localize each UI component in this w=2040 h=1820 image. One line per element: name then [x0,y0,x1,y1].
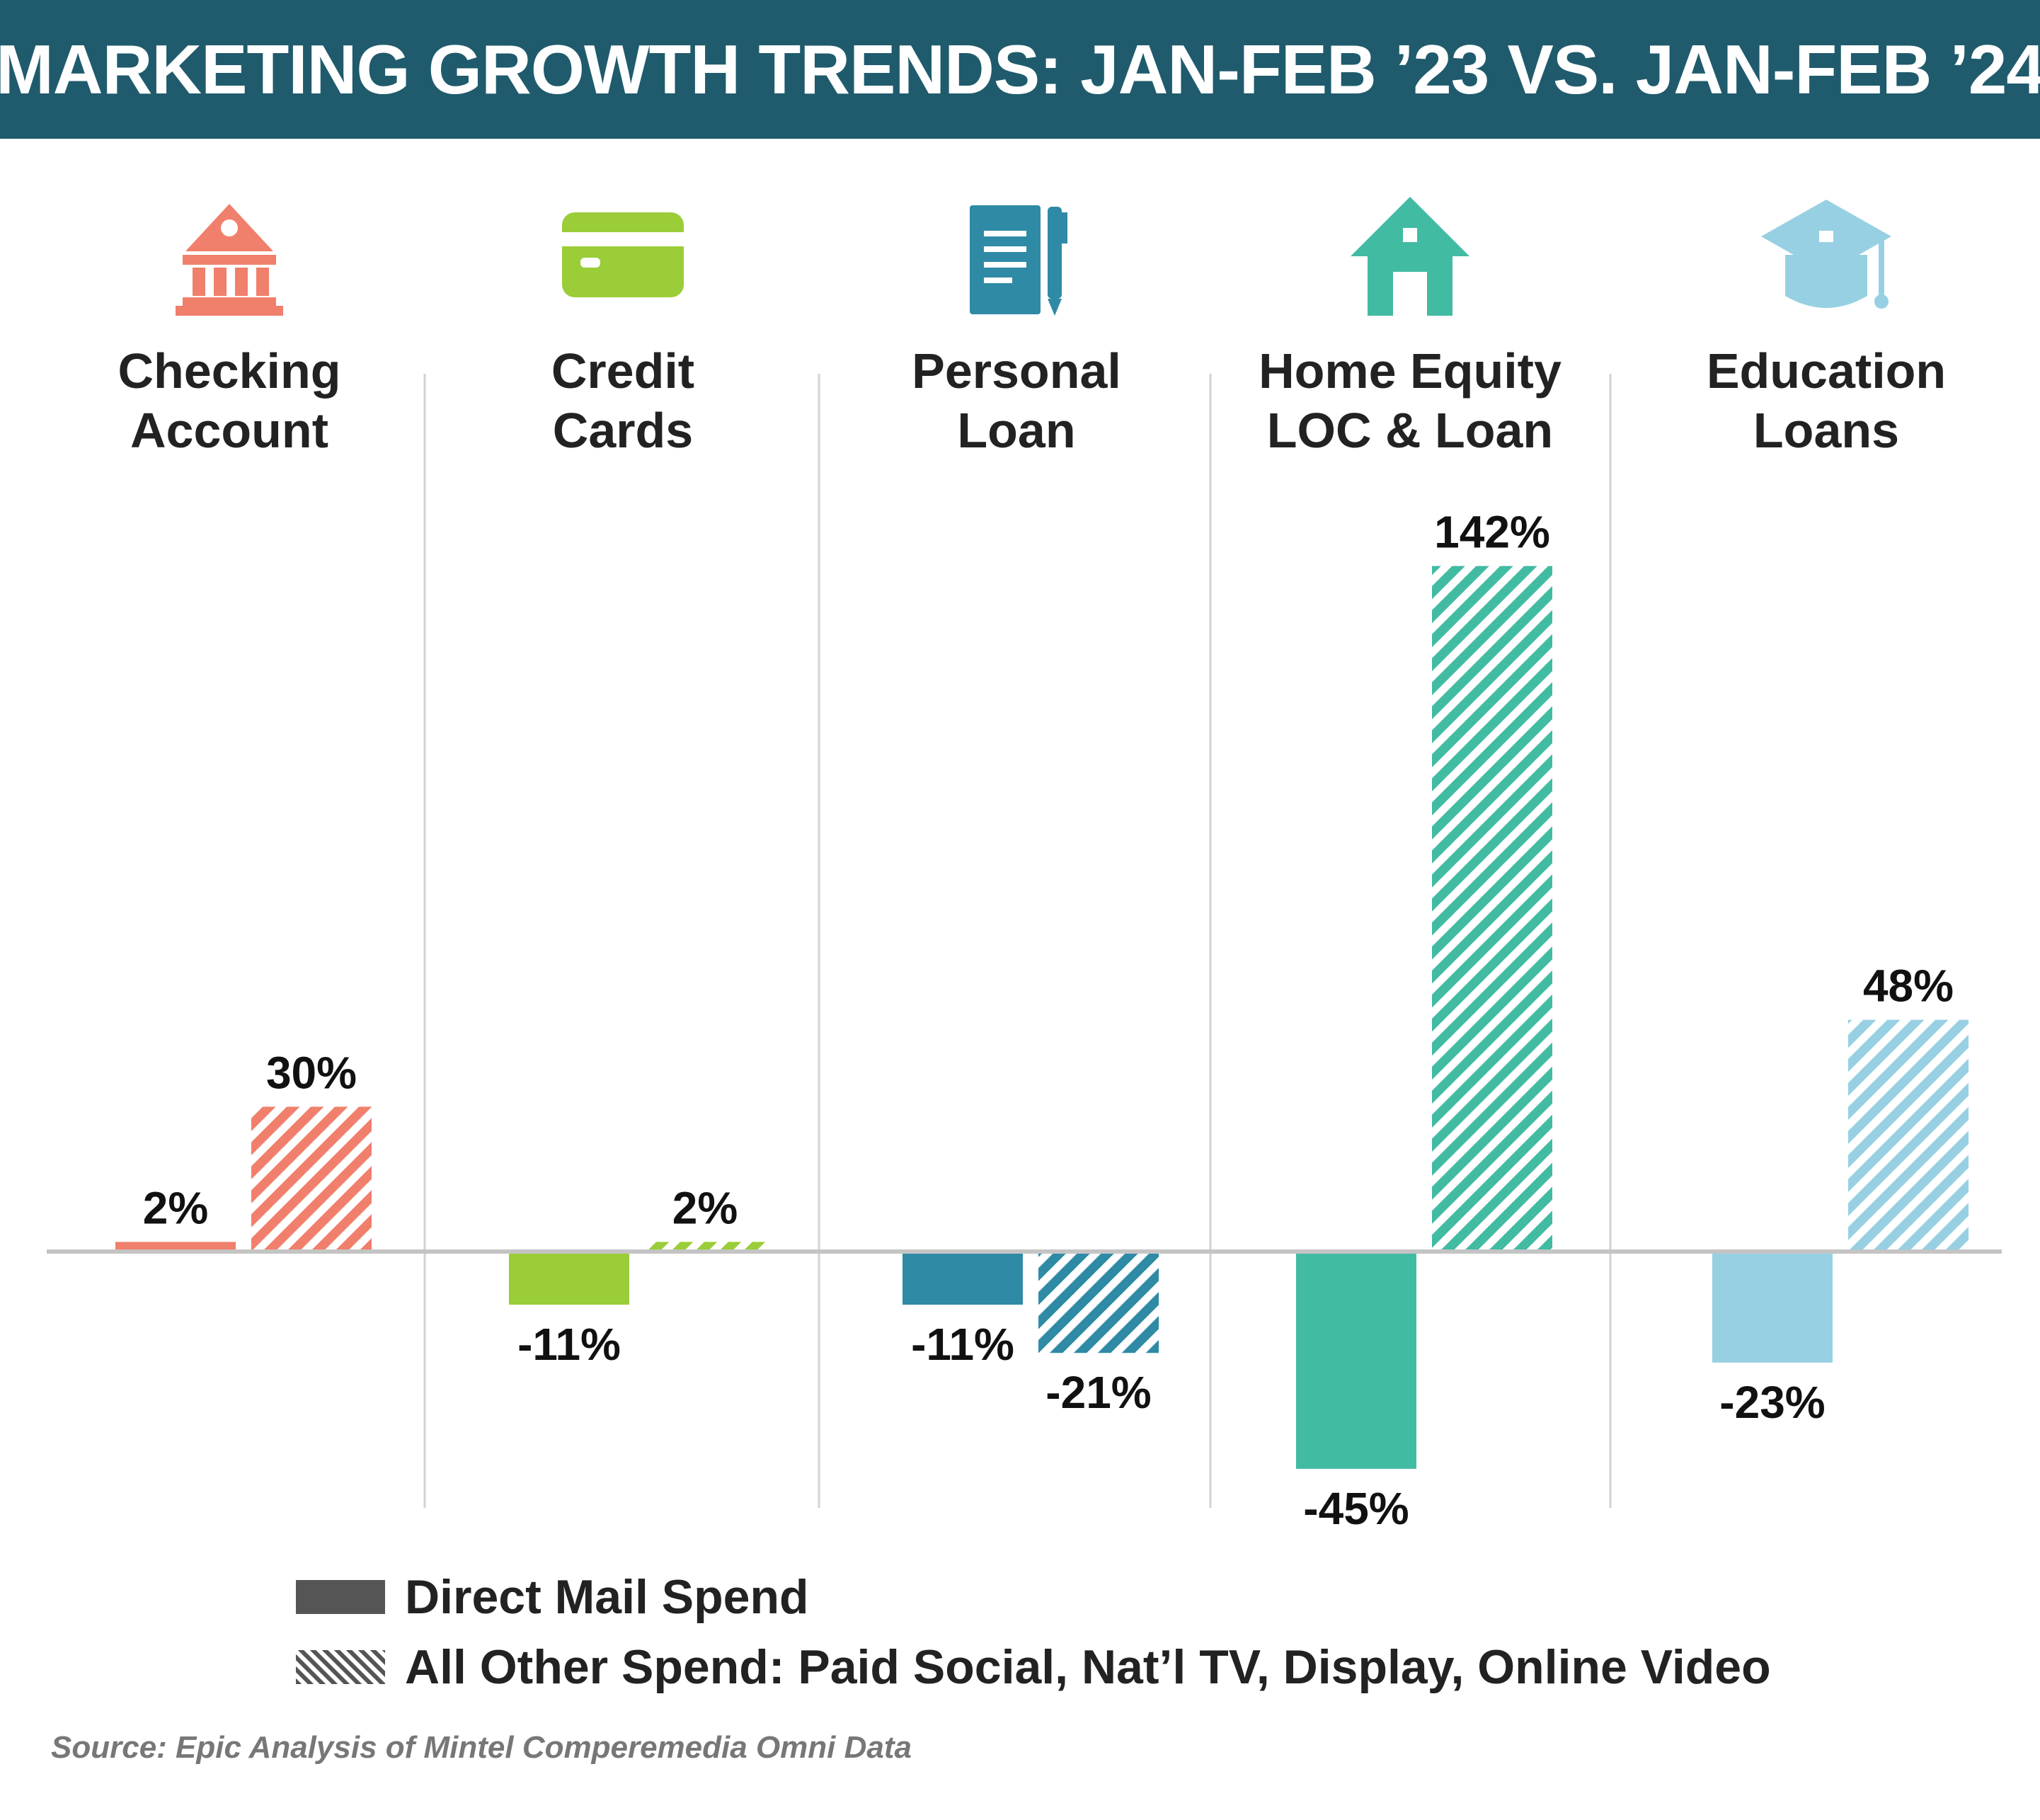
category-label: Home Equity LOC & Loan [1259,343,1561,458]
bar-other-spend-3 [1432,566,1552,1252]
legend-swatch-solid [296,1580,385,1614]
bar-direct-mail-1 [509,1252,629,1305]
legend-swatch-hatched [296,1650,385,1684]
category-label: Checking Account [118,343,340,458]
data-label: 48% [1863,961,1954,1012]
legend-item-other: All Other Spend: Paid Social, Nat’l TV, … [296,1639,1771,1695]
bar-other-spend-4 [1848,1019,1969,1252]
category-labels: Checking Account Credit Cards Personal Loan Ho… [118,343,1946,458]
bars [115,566,1969,1469]
data-label: 2% [143,1182,209,1233]
title-bar: MARKETING GROWTH TRENDS: JAN-FEB ’23 VS.… [0,0,2040,139]
chart: Checking Account Credit Cards Personal Loan Ho… [47,197,2002,1534]
chart-title: MARKETING GROWTH TRENDS: JAN-FEB ’23 VS.… [0,30,2040,108]
bar-direct-mail-0 [115,1242,236,1252]
data-label: -11% [517,1319,621,1370]
house-icon [1351,197,1469,316]
bar-other-spend-1 [645,1242,765,1252]
data-label: 30% [266,1047,357,1098]
column-dividers [423,374,1612,1508]
data-labels: 2% -11% -11% -45% -23% 30% 2% -21% 142% 48% [143,507,1954,1534]
graduation-cap-icon [1761,200,1891,309]
data-label: -11% [911,1319,1014,1370]
notebook-pen-icon [970,205,1067,316]
bank-icon [176,204,283,316]
category-label: Credit Cards [551,343,694,458]
legend-label-other: All Other Spend: Paid Social, Nat’l TV, … [405,1640,1771,1694]
bar-direct-mail-3 [1296,1252,1416,1469]
bar-other-spend-0 [251,1106,372,1252]
legend-item-direct: Direct Mail Spend [296,1569,809,1625]
data-label: 2% [672,1182,738,1233]
data-label: -21% [1045,1367,1151,1418]
data-label: -23% [1719,1377,1825,1428]
data-label: 142% [1434,507,1550,558]
category-label: Education Loans [1707,343,1946,458]
category-label: Personal Loan [912,343,1121,458]
category-icons [176,197,1891,316]
bar-direct-mail-2 [902,1252,1023,1305]
legend-label-direct: Direct Mail Spend [405,1570,809,1624]
bar-direct-mail-4 [1712,1252,1833,1363]
source-note: Source: Epic Analysis of Mintel Comperem… [51,1730,912,1765]
credit-card-icon [562,212,684,297]
bar-other-spend-2 [1038,1252,1159,1353]
data-label: -45% [1303,1483,1409,1534]
